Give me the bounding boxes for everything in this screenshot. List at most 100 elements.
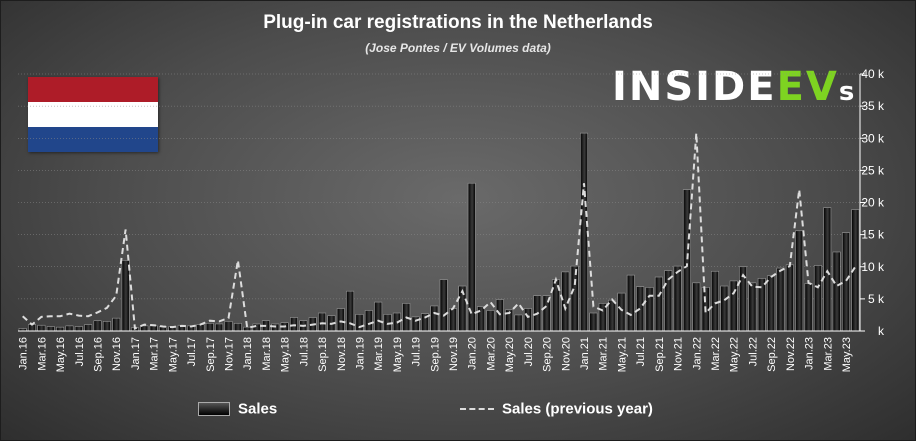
bar-sales	[813, 265, 822, 332]
x-tick-label: Mar.19	[373, 337, 385, 371]
bar-sales	[654, 276, 663, 332]
legend-swatch-dashed-line	[460, 408, 494, 411]
x-tick-label: May.22	[729, 337, 741, 372]
x-tick-label: Sep.22	[766, 337, 778, 372]
bar-sales	[56, 326, 65, 332]
x-tick-label: May.17	[167, 337, 179, 372]
x-tick-label: Sep.19	[429, 337, 441, 372]
x-tick-label: Jan.23	[804, 337, 816, 370]
x-tick-label: Jan.21	[579, 337, 591, 370]
bar-sales	[617, 292, 626, 332]
bar-sales	[682, 189, 691, 332]
bar-sales	[430, 305, 439, 332]
bar-sales	[636, 286, 645, 332]
bar-sales	[673, 265, 682, 332]
bar-sales	[205, 322, 214, 332]
x-tick-label: Mar.23	[822, 337, 834, 371]
y-tick-label: 5 k	[868, 292, 885, 306]
y-tick-label: 10 k	[861, 260, 885, 274]
x-tick-label: Nov.17	[224, 337, 236, 371]
bar-sales	[767, 275, 776, 332]
x-tick-label: Mar.21	[598, 337, 610, 371]
x-tick-label: Sep.16	[93, 337, 105, 372]
bar-sales	[832, 251, 841, 332]
bar-sales	[626, 274, 635, 332]
chart-title: Plug-in car registrations in the Netherl…	[263, 12, 653, 33]
x-tick-label: Jul.21	[635, 337, 647, 366]
bar-sales	[729, 280, 738, 332]
x-tick-label: Jan.17	[130, 337, 142, 370]
x-tick-label: May.19	[392, 337, 404, 372]
x-tick-label: Mar.20	[485, 337, 497, 371]
x-tick-label: Nov.21	[673, 337, 685, 371]
x-tick-label: Jan.16	[18, 337, 30, 370]
x-tick-label: May.20	[504, 337, 516, 372]
bar-sales	[355, 313, 364, 332]
x-tick-label: Sep.21	[654, 337, 666, 372]
bar-sales	[37, 324, 46, 332]
bar-sales	[720, 285, 729, 332]
bar-sales	[224, 321, 233, 332]
bar-sales	[523, 308, 532, 332]
bar-sales	[121, 260, 130, 332]
bar-sales	[65, 325, 74, 332]
bar-sales	[570, 265, 579, 332]
bar-sales	[598, 303, 607, 332]
bar-sales	[252, 323, 261, 332]
x-tick-label: May.18	[280, 337, 292, 372]
bar-sales	[439, 279, 448, 332]
bar-sales	[608, 299, 617, 332]
x-tick-label: May.16	[55, 337, 67, 372]
x-tick-label: Mar.16	[36, 337, 48, 371]
x-tick-label: Jul.18	[298, 337, 310, 366]
bar-sales	[589, 312, 598, 332]
bar-sales	[514, 314, 523, 332]
x-tick-label: Mar.22	[710, 337, 722, 371]
x-tick-label: May.21	[616, 337, 628, 372]
bar-sales	[233, 322, 242, 332]
x-tick-label: Nov.19	[448, 337, 460, 371]
bar-sales	[318, 312, 327, 332]
x-tick-label: Jan.22	[691, 337, 703, 370]
bar-sales	[336, 308, 345, 332]
x-tick-label: Jul.19	[411, 337, 423, 366]
y-tick-label: 15 k	[861, 228, 885, 242]
bar-sales	[804, 283, 813, 332]
legend-swatch-bar	[198, 402, 230, 417]
x-tick-label: Jul.20	[523, 337, 535, 366]
bar-sales	[692, 282, 701, 332]
x-tick-label: Sep.20	[542, 337, 554, 372]
x-tick-label: Nov.20	[560, 337, 572, 371]
y-tick-label: k	[878, 324, 885, 338]
bar-sales	[486, 310, 495, 332]
bar-sales	[645, 287, 654, 332]
x-tick-label: Mar.18	[261, 337, 273, 371]
y-tick-label: 20 k	[861, 196, 885, 210]
bar-sales	[477, 306, 486, 332]
bar-sales	[93, 320, 102, 332]
bar-sales	[776, 267, 785, 332]
bar-sales	[795, 230, 804, 332]
bar-sales	[748, 282, 757, 332]
x-tick-label: Mar.17	[149, 337, 161, 371]
series-line-previous-year	[22, 133, 857, 330]
bar-sales	[74, 326, 83, 332]
bar-sales	[149, 325, 158, 332]
x-tick-label: Jan.20	[467, 337, 479, 370]
bar-sales	[112, 317, 121, 332]
chart-subtitle: (Jose Pontes / EV Volumes data)	[365, 41, 551, 55]
bar-sales	[84, 324, 93, 332]
bar-sales	[785, 264, 794, 332]
bar-sales	[580, 132, 588, 332]
x-tick-label: Jul.17	[186, 337, 198, 366]
legend-item-sales: Sales	[198, 400, 277, 428]
x-tick-label: Jan.19	[354, 337, 366, 370]
bar-sales	[364, 310, 373, 332]
legend-item-previous-year: Sales (previous year)	[460, 400, 653, 428]
bar-sales	[102, 321, 111, 332]
bar-sales	[841, 232, 850, 332]
bar-sales	[449, 308, 458, 332]
x-tick-label: Sep.18	[317, 337, 329, 372]
y-tick-label: 35 k	[861, 99, 885, 113]
bar-sales	[711, 270, 719, 332]
